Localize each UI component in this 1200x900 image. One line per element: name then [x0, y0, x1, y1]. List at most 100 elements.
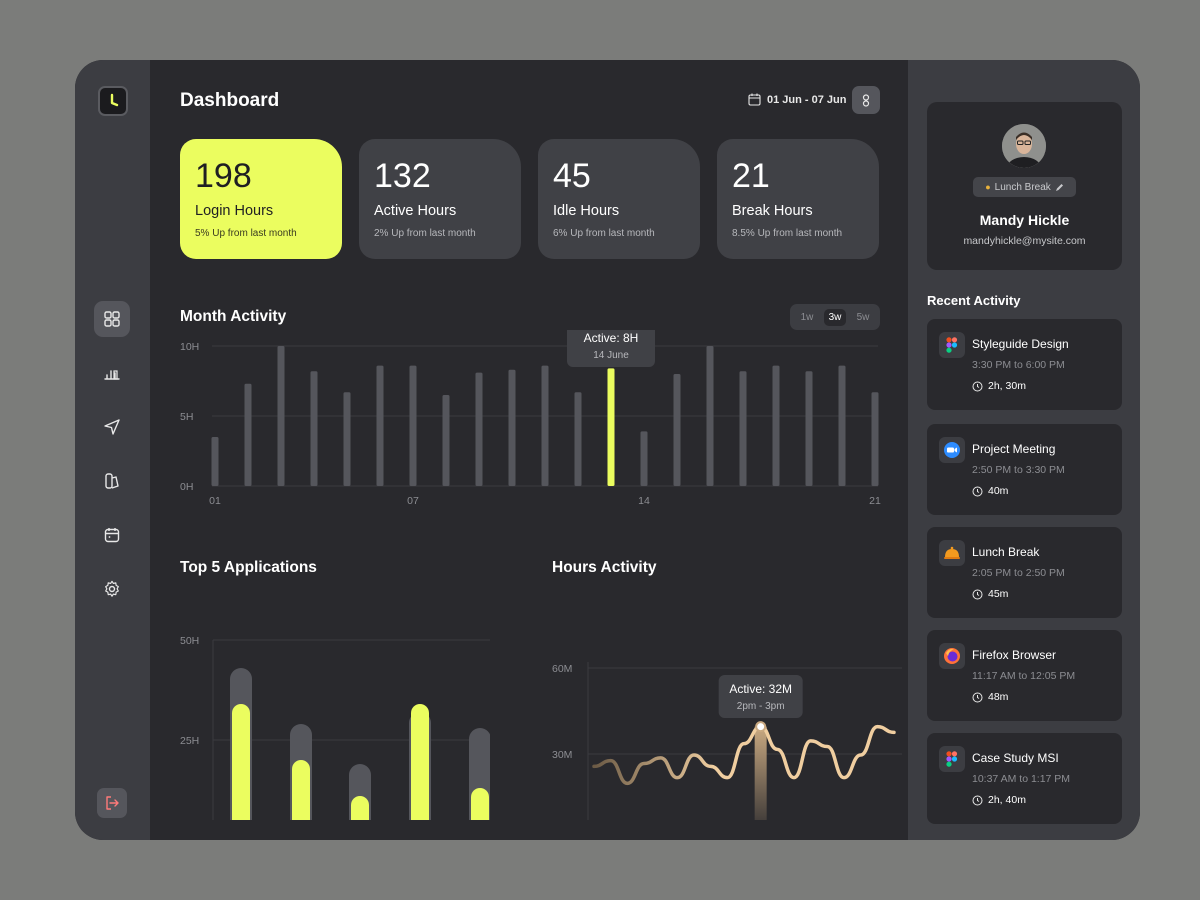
stat-value: 45	[553, 157, 591, 195]
user-menu-button[interactable]	[852, 86, 880, 114]
y-tick-label: 30M	[552, 749, 572, 761]
activity-name: Project Meeting	[972, 442, 1056, 456]
profile-name: Mandy Hickle	[979, 212, 1070, 228]
stat-label: Login Hours	[195, 203, 274, 219]
nav-design[interactable]	[94, 463, 130, 499]
month-activity-title: Month Activity	[180, 308, 287, 325]
clock-icon	[972, 589, 983, 599]
tooltip-title: Active: 8H	[584, 331, 639, 345]
hours-activity-title: Hours Activity	[552, 559, 657, 576]
range-5w[interactable]: 5w	[856, 311, 870, 323]
grid-icon	[104, 311, 120, 327]
user-icon	[862, 94, 870, 107]
nav-dashboard[interactable]	[94, 301, 130, 337]
figma-icon	[939, 332, 965, 358]
clock-icon	[972, 381, 983, 391]
sidebar	[75, 60, 150, 840]
bar	[343, 392, 351, 486]
bar	[508, 369, 516, 486]
range-1w[interactable]: 1w	[800, 311, 814, 323]
burger-icon: ●	[985, 182, 991, 192]
lunch-icon	[939, 540, 965, 566]
activity-card[interactable]: Case Study MSI 10:37 AM to 1:17 PM 2h, 4…	[927, 733, 1122, 824]
activity-time: 2:05 PM to 2:50 PM	[972, 567, 1065, 579]
right-panel: ● Lunch Break Mandy Hickle mandyhickle@m…	[908, 60, 1140, 840]
clock-icon	[972, 486, 983, 496]
bar	[574, 392, 582, 486]
y-tick-label: 10H	[180, 341, 199, 353]
profile-email: mandyhickle@mysite.com	[963, 235, 1086, 247]
bar	[871, 392, 879, 486]
y-tick-label: 25H	[180, 735, 199, 747]
calendar-icon	[748, 93, 761, 106]
status-badge[interactable]: ● Lunch Break	[973, 177, 1076, 197]
activity-card[interactable]: Styleguide Design 3:30 PM to 6:00 PM 2h,…	[927, 319, 1122, 410]
stat-change: 8.5% Up from last month	[732, 228, 843, 239]
clock-logo-icon	[110, 93, 119, 107]
avatar-image	[1002, 124, 1046, 168]
bar-value	[351, 796, 369, 820]
month-activity-chart: 0H 5H 10H 01 07 14 21 Active: 8H 14 June	[180, 330, 881, 507]
nav-settings[interactable]	[94, 571, 130, 607]
duration-label: 2h, 30m	[988, 380, 1026, 392]
stat-card-active-hours[interactable]: 132 Active Hours 2% Up from last month	[359, 139, 521, 259]
palette-icon	[105, 473, 119, 489]
nav-messages[interactable]	[94, 409, 130, 445]
activity-name: Firefox Browser	[972, 648, 1057, 662]
bar	[640, 431, 648, 486]
activity-duration: 2h, 30m	[972, 380, 1026, 392]
activity-card[interactable]: Firefox Browser 11:17 AM to 12:05 PM 48m	[927, 630, 1122, 721]
bar	[310, 371, 318, 486]
duration-label: 48m	[988, 691, 1009, 703]
range-toggle: 1w 3w 5w	[790, 304, 880, 330]
nav-calendar[interactable]	[94, 517, 130, 553]
stat-change: 6% Up from last month	[553, 228, 655, 239]
stat-value: 21	[732, 157, 770, 195]
activity-card[interactable]: Project Meeting 2:50 PM to 3:30 PM 40m	[927, 424, 1122, 515]
activity-name: Case Study MSI	[972, 751, 1059, 765]
figma-icon	[939, 746, 965, 772]
activity-card[interactable]: Lunch Break 2:05 PM to 2:50 PM 45m	[927, 527, 1122, 618]
top-apps-title: Top 5 Applications	[180, 559, 317, 576]
bar	[442, 395, 450, 486]
bar-value	[232, 704, 250, 820]
nav-analytics[interactable]	[94, 355, 130, 391]
bar	[838, 365, 846, 486]
bar	[673, 374, 681, 486]
tooltip	[718, 675, 803, 718]
activity-time: 11:17 AM to 12:05 PM	[972, 670, 1076, 682]
bar	[409, 365, 417, 486]
bar-value	[471, 788, 489, 820]
bar-value	[411, 704, 429, 820]
logout-button[interactable]	[97, 788, 127, 818]
gear-icon	[105, 580, 119, 597]
stat-change: 5% Up from last month	[195, 228, 297, 239]
duration-label: 45m	[988, 588, 1009, 600]
bar	[739, 371, 747, 486]
stat-label: Idle Hours	[553, 203, 620, 219]
bar-highlighted	[607, 368, 615, 486]
range-3w[interactable]: 3w	[823, 308, 847, 326]
stat-label: Active Hours	[374, 203, 457, 219]
stat-value: 198	[195, 157, 252, 195]
bar	[805, 371, 813, 486]
x-tick-label: 07	[407, 495, 419, 507]
date-range-picker[interactable]: 01 Jun - 07 Jun	[748, 93, 846, 106]
stat-card-login-hours[interactable]: 198 Login Hours 5% Up from last month	[180, 139, 342, 259]
stat-change: 2% Up from last month	[374, 228, 476, 239]
tooltip-sub: 2pm - 3pm	[737, 701, 785, 712]
top-apps-chart: 0H25H50HFigmaBrowserMeetingsMiroNotion	[180, 635, 490, 820]
main-content: Dashboard 01 Jun - 07 Jun 198 Login Hour…	[150, 60, 908, 840]
date-range-label: 01 Jun - 07 Jun	[767, 93, 847, 106]
stat-card-break-hours[interactable]: 21 Break Hours 8.5% Up from last month	[717, 139, 879, 259]
app-logo[interactable]	[98, 86, 128, 116]
bar	[706, 346, 714, 486]
avatar[interactable]	[1002, 124, 1046, 168]
send-icon	[104, 419, 120, 435]
stat-card-idle-hours[interactable]: 45 Idle Hours 6% Up from last month	[538, 139, 700, 259]
recent-activity-title: Recent Activity	[927, 293, 1021, 308]
duration-label: 2h, 40m	[988, 794, 1026, 806]
stat-label: Break Hours	[732, 203, 813, 219]
calendar-icon	[104, 528, 120, 543]
x-tick-label: 14	[638, 495, 650, 507]
